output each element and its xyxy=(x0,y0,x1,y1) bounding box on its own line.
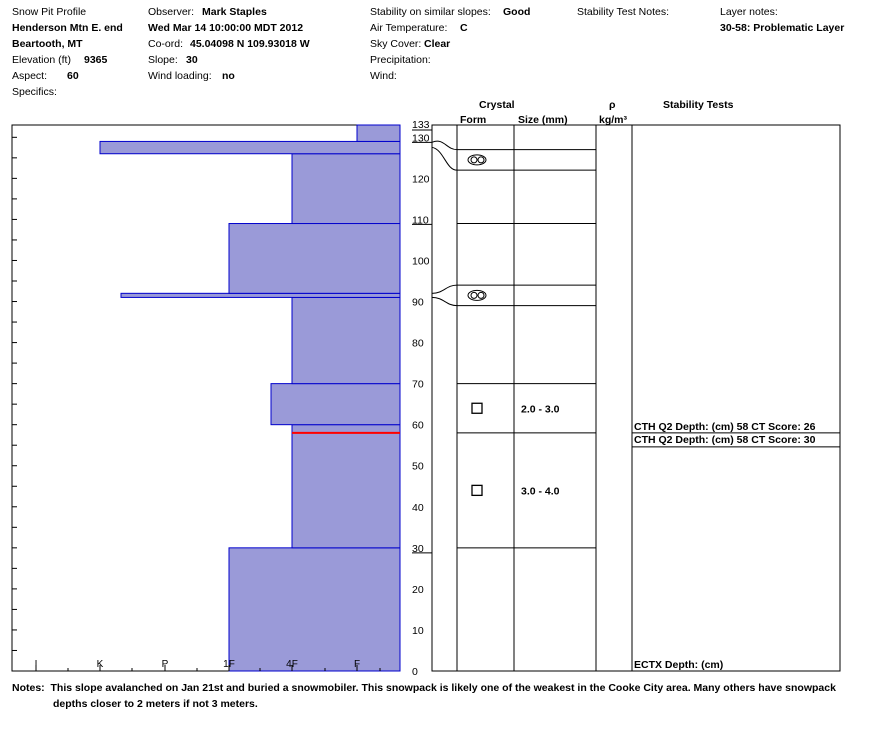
hardness-bar xyxy=(291,432,401,549)
depth-tick-label: 70 xyxy=(412,379,424,391)
connector-line xyxy=(431,284,458,294)
surface-hoar-icon xyxy=(477,156,485,164)
x-tick-label: 1F xyxy=(223,659,235,670)
form-header: Form xyxy=(460,114,487,126)
hardness-bar xyxy=(270,383,401,426)
depth-tick-label: 130 xyxy=(412,132,430,144)
location: Henderson Mtn E. end xyxy=(12,22,123,34)
connector-line xyxy=(431,296,458,307)
stability-slopes-label: Stability on similar slopes: xyxy=(370,6,491,18)
hardness-bar xyxy=(228,223,401,294)
pit-datetime: Wed Mar 14 10:00:00 MDT 2012 xyxy=(148,22,304,34)
depth-tick-label: 50 xyxy=(412,461,424,473)
faceted-crystal-icon xyxy=(471,484,483,497)
slope-label: Slope: xyxy=(148,54,178,66)
wind-loading-value: no xyxy=(222,70,235,82)
notes-text-1: This slope avalanched on Jan 21st and bu… xyxy=(50,682,836,694)
slope-value: 30 xyxy=(186,54,198,66)
surface-hoar-icon xyxy=(470,156,478,164)
crystal-size-label: 2.0 - 3.0 xyxy=(521,403,560,415)
depth-tick-label: 110 xyxy=(412,214,429,226)
depth-tick-label: 100 xyxy=(412,255,430,267)
depth-tick-label: 60 xyxy=(412,420,424,432)
wind-label: Wind: xyxy=(370,70,397,82)
x-tick-label: 4F xyxy=(286,659,298,670)
depth-tick-label: 40 xyxy=(412,502,424,514)
stability-test-label: ECTX Depth: (cm) xyxy=(634,659,723,671)
coord-label: Co-ord: xyxy=(148,38,184,50)
hardness-bar xyxy=(120,292,401,298)
sky-cover-value: Clear xyxy=(424,38,451,50)
hardness-bar xyxy=(291,296,401,385)
x-tick-label: I xyxy=(35,659,38,670)
specifics-label: Specifics: xyxy=(12,86,57,98)
depth-tick-label: 0 xyxy=(412,666,418,678)
crystal-header: Crystal xyxy=(479,99,515,111)
stability-tests-header: Stability Tests xyxy=(663,99,734,111)
depth-tick-label: 120 xyxy=(412,173,430,185)
x-tick-label: F xyxy=(354,659,360,670)
surface-hoar-icon xyxy=(467,154,487,166)
density-unit-header: kg/m³ xyxy=(599,114,628,126)
layer-notes-value: 30-58: Problematic Layer xyxy=(720,22,845,34)
depth-tick-label: 30 xyxy=(412,543,424,555)
observer-value: Mark Staples xyxy=(202,6,267,18)
notes-line-1: Notes: This slope avalanched on Jan 21st… xyxy=(12,682,836,694)
hardness-bar xyxy=(356,124,401,142)
size-header: Size (mm) xyxy=(518,114,568,126)
wind-loading-label: Wind loading: xyxy=(148,70,212,82)
rho-header: ρ xyxy=(609,99,616,111)
stability-test-label: CTH Q2 Depth: (cm) 58 CT Score: 26 xyxy=(634,421,816,433)
sky-cover-label: Sky Cover: xyxy=(370,38,422,50)
aspect-value: 60 xyxy=(67,70,79,82)
hardness-bar xyxy=(99,140,401,155)
notes-label: Notes: xyxy=(12,682,45,694)
observer-label: Observer: xyxy=(148,6,195,18)
pit-title: Snow Pit Profile xyxy=(12,6,87,18)
faceted-crystal-icon xyxy=(471,402,483,414)
surface-hoar-icon xyxy=(477,291,485,299)
hardness-bar xyxy=(291,153,401,225)
depth-tick-label: 10 xyxy=(412,625,424,637)
coord-value: 45.04098 N 109.93018 W xyxy=(190,38,310,50)
stability-test-notes-label: Stability Test Notes: xyxy=(577,6,670,18)
hardness-bar xyxy=(228,547,401,672)
connector-line xyxy=(431,146,458,171)
surface-hoar-icon xyxy=(470,291,478,299)
air-temp-value: C xyxy=(460,22,468,34)
notes-text-2: depths closer to 2 meters if not 3 meter… xyxy=(53,698,258,710)
depth-tick-label: 20 xyxy=(412,584,424,596)
surface-hoar-icon xyxy=(467,289,487,301)
x-tick-label: K xyxy=(97,659,104,670)
stability-test-label: CTH Q2 Depth: (cm) 58 CT Score: 30 xyxy=(634,434,816,446)
crystal-size-label: 3.0 - 4.0 xyxy=(521,485,560,497)
elevation-value: 9365 xyxy=(84,54,108,66)
region: Beartooth, MT xyxy=(12,38,83,50)
precipitation-label: Precipitation: xyxy=(370,54,431,66)
depth-tick-label: 133 xyxy=(412,119,430,131)
layer-notes-label: Layer notes: xyxy=(720,6,778,18)
aspect-label: Aspect: xyxy=(12,70,48,82)
layer-table-frame xyxy=(431,124,841,672)
stability-slopes-value: Good xyxy=(503,6,531,18)
depth-tick-label: 90 xyxy=(412,297,424,309)
depth-tick-label: 80 xyxy=(412,338,424,350)
connector-line xyxy=(431,140,458,151)
elevation-label: Elevation (ft) xyxy=(12,54,71,66)
hardness-bar xyxy=(291,424,401,434)
air-temp-label: Air Temperature: xyxy=(370,22,448,34)
x-tick-label: P xyxy=(162,659,169,670)
